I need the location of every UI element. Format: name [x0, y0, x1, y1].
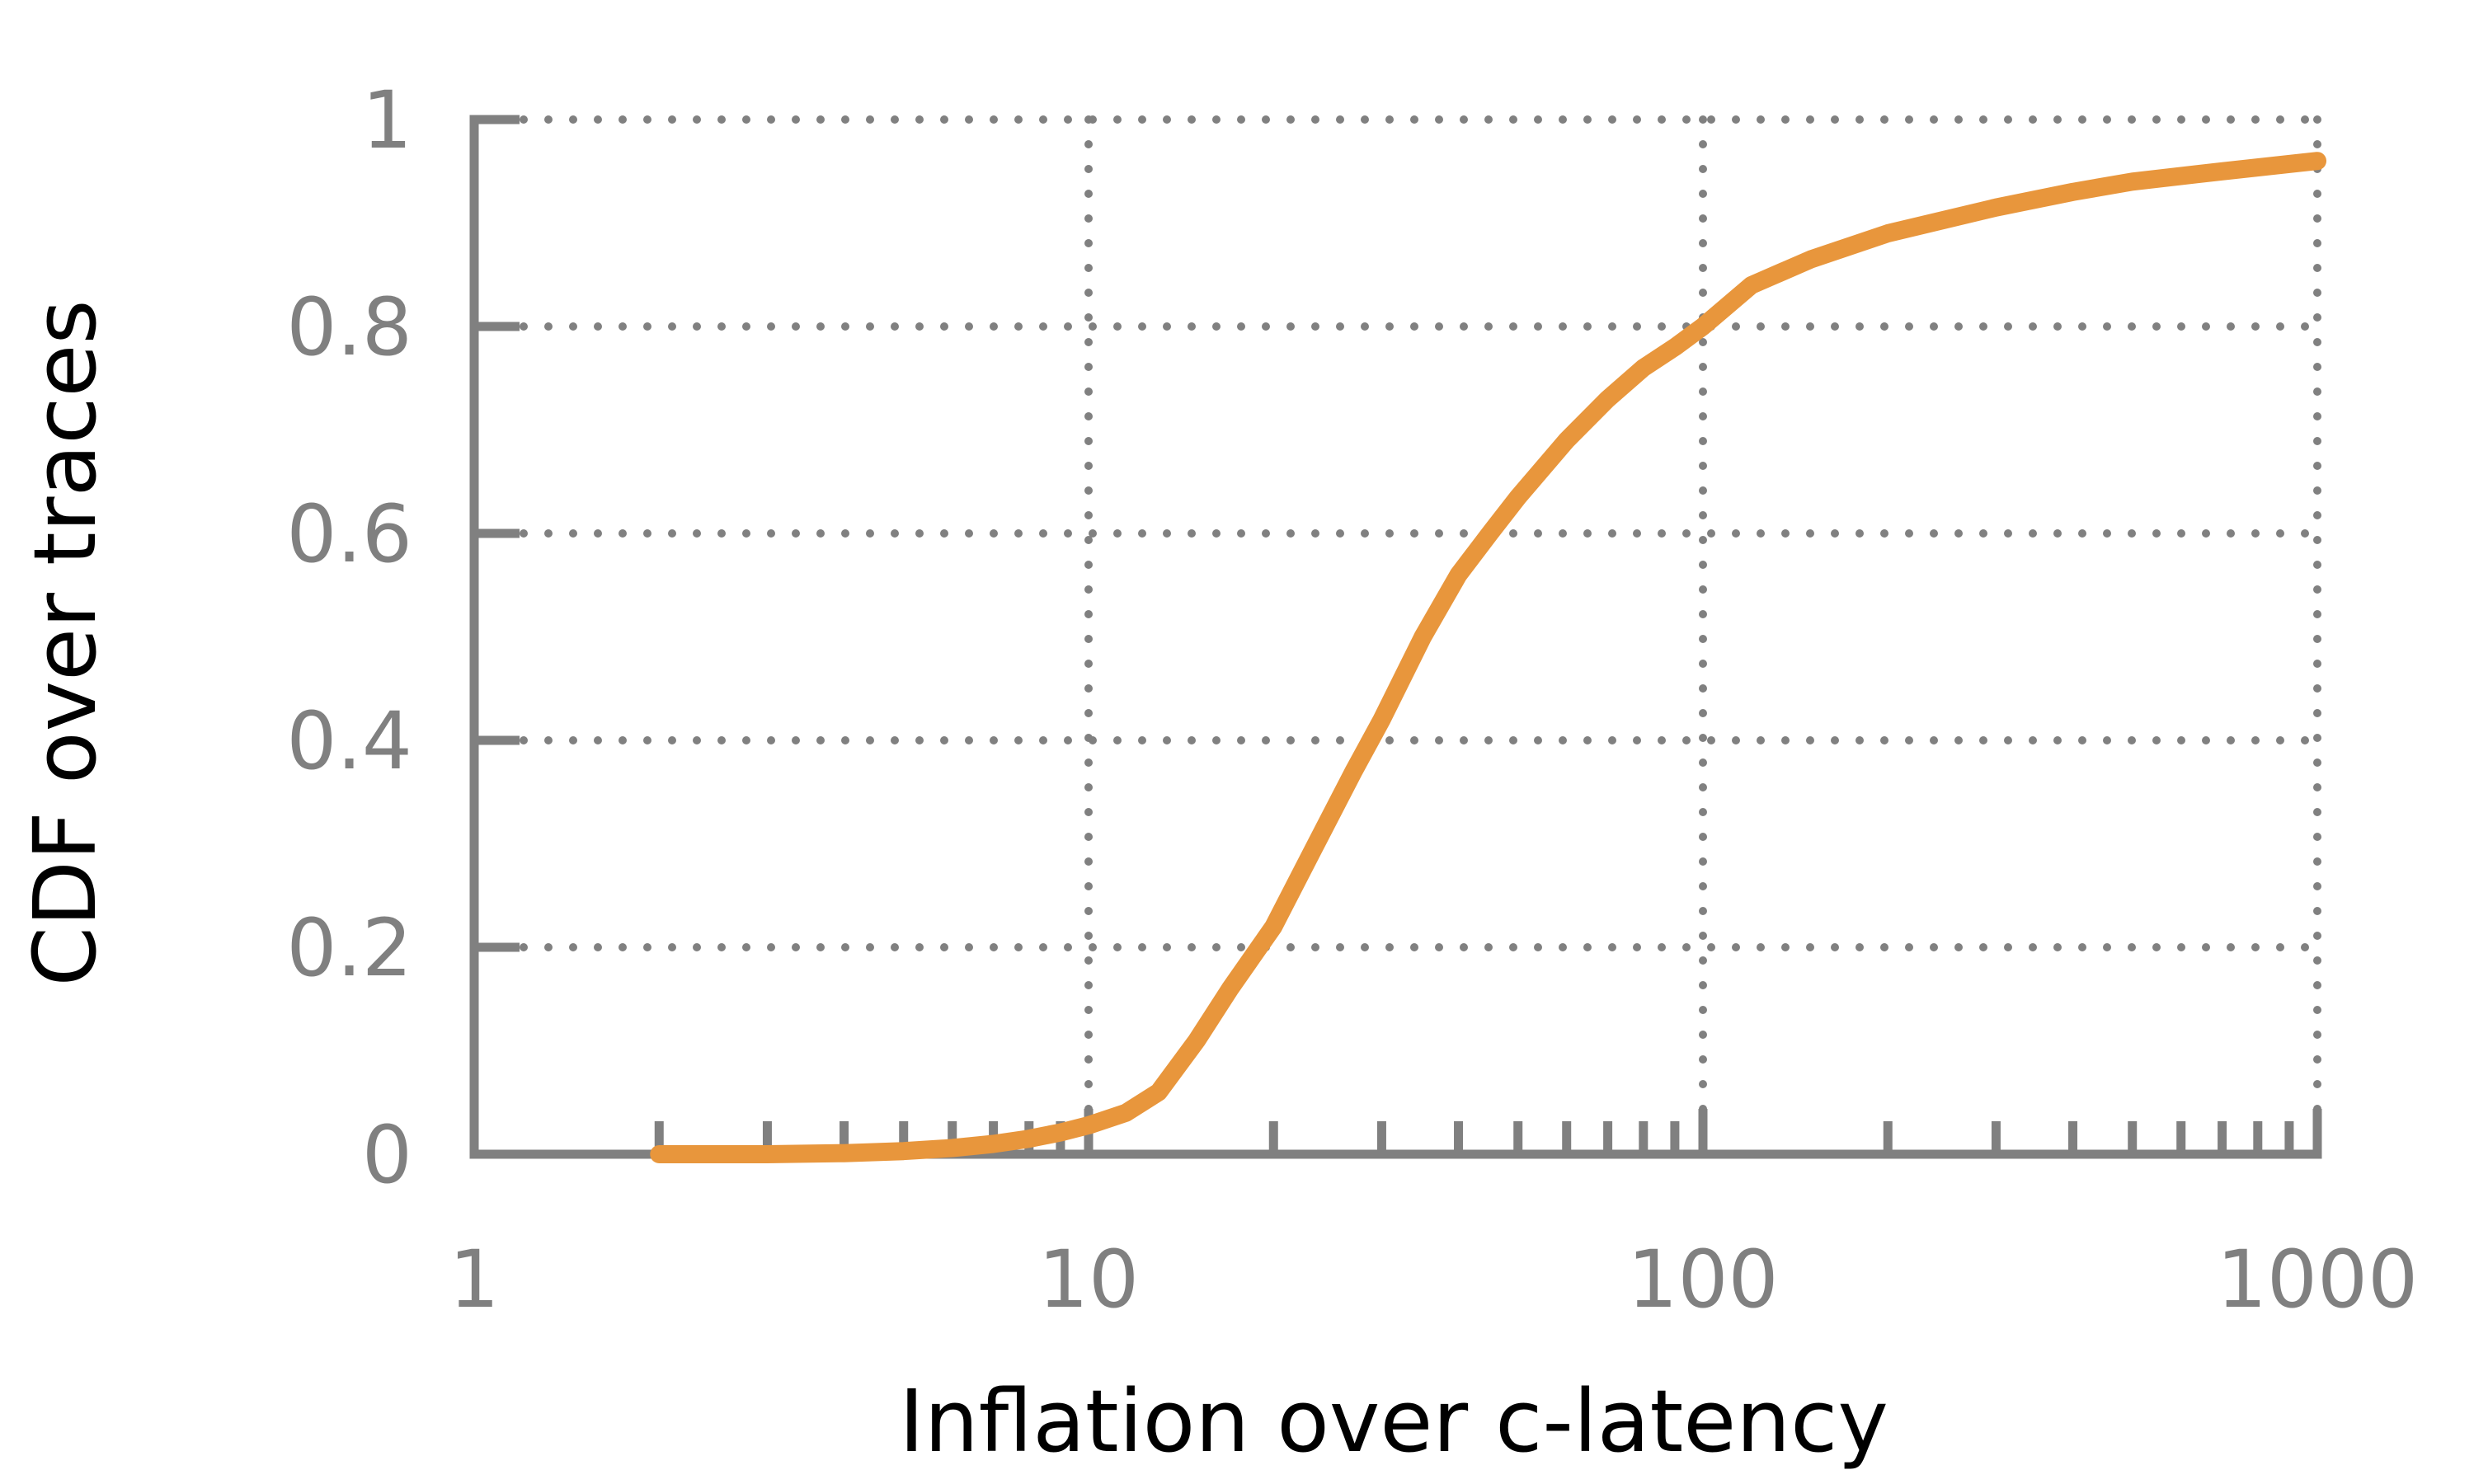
y-tick-label: 0.4	[286, 695, 412, 787]
x-tick-label: 10	[1038, 1233, 1139, 1326]
ticks	[474, 115, 2322, 1159]
series-layer	[650, 152, 2326, 1163]
y-tick-label: 0.8	[286, 281, 412, 373]
x-tick-label: 1000	[2217, 1233, 2418, 1326]
axes	[469, 115, 2322, 1159]
y-tick-label: 0.6	[286, 488, 412, 580]
grid	[470, 115, 2321, 1158]
x-tick-label: 100	[1627, 1233, 1778, 1326]
y-tick-label: 1	[362, 74, 412, 167]
x-axis-title: Inflation over c-latency	[899, 1371, 1888, 1472]
cdf-series-line	[650, 152, 2326, 1163]
y-tick-label: 0.2	[286, 902, 412, 994]
tick-labels: 0 0.2 0.4 0.6 0.8 1 1 10 100 1000	[286, 74, 2418, 1326]
y-axis-title: CDF over traces	[15, 299, 115, 986]
x-tick-label: 1	[449, 1233, 499, 1326]
y-tick-label: 0	[362, 1109, 412, 1201]
